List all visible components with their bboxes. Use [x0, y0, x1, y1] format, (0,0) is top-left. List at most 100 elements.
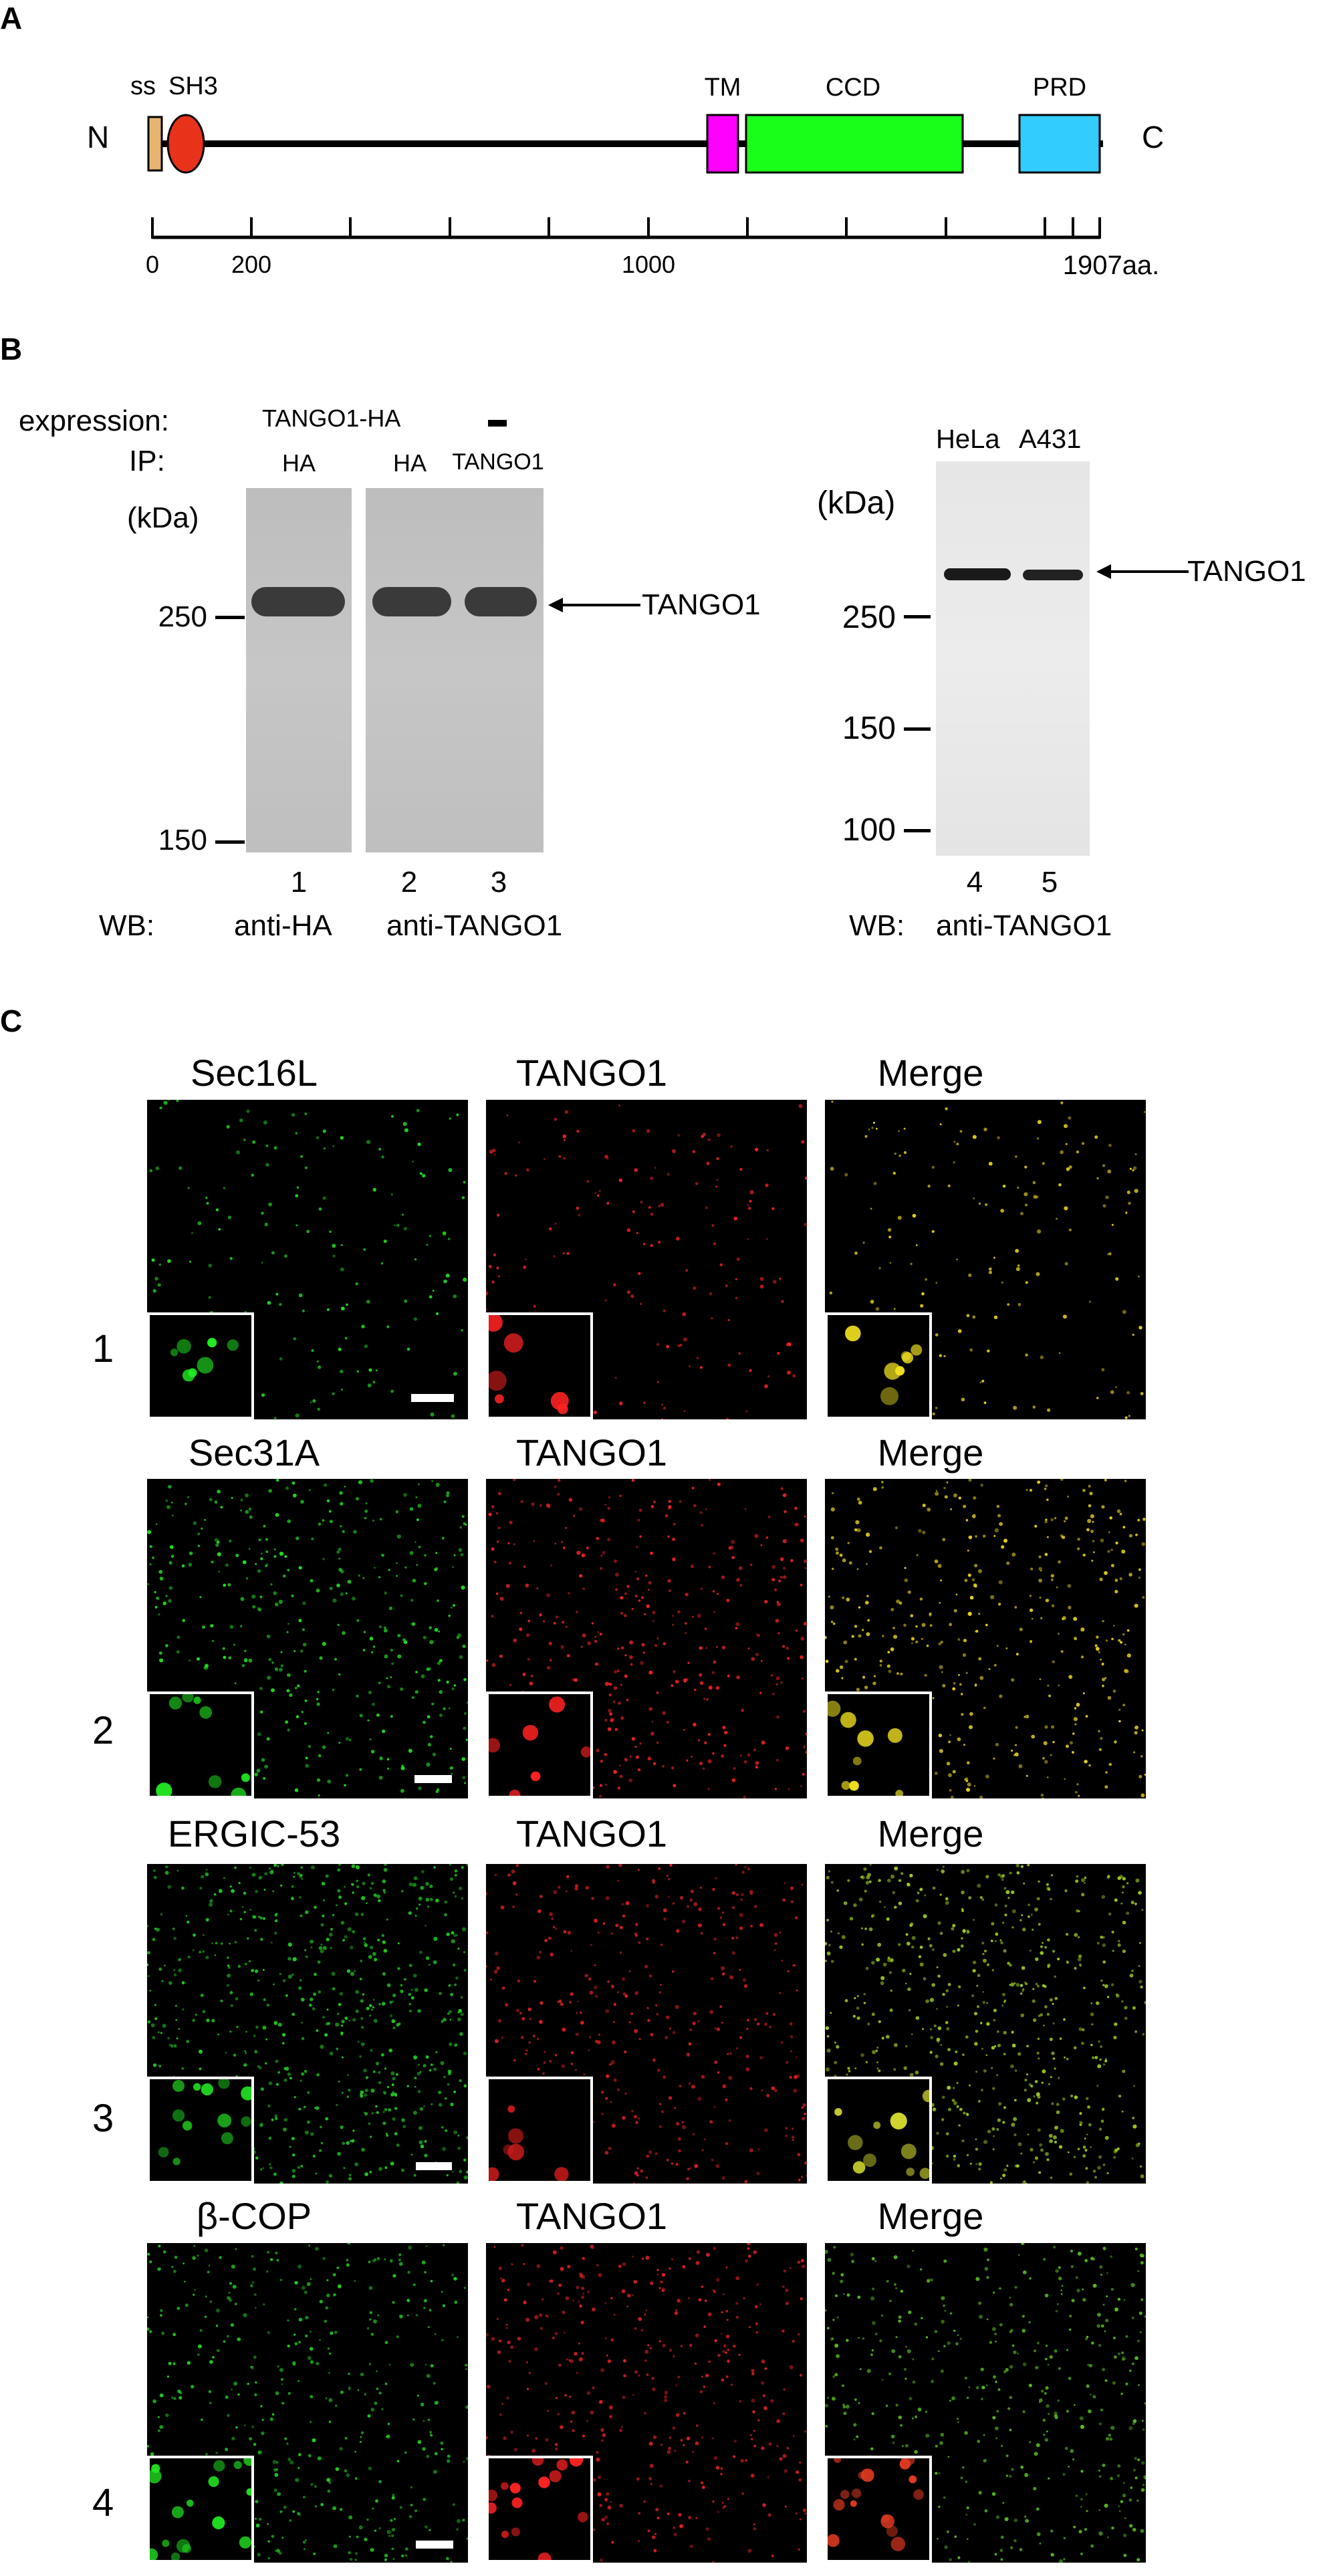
fluorescence-punctum [624, 1674, 628, 1678]
fluorescence-punctum [957, 1329, 962, 1333]
fluorescence-punctum [560, 2425, 564, 2430]
fluorescence-punctum [607, 1727, 612, 1732]
fluorescence-punctum [1107, 1550, 1110, 1553]
fluorescence-punctum [1031, 1734, 1036, 1739]
fluorescence-punctum [801, 2117, 806, 2121]
fluorescence-punctum [1110, 2476, 1114, 2480]
fluorescence-punctum [344, 1885, 346, 1888]
fluorescence-punctum [660, 1984, 662, 1986]
fluorescence-punctum [660, 1203, 665, 1207]
fluorescence-punctum [912, 2358, 915, 2361]
fluorescence-punctum [649, 1974, 652, 1978]
fluorescence-punctum [601, 2439, 604, 2442]
fluorescence-punctum [1039, 2398, 1043, 2402]
fluorescence-punctum [412, 1161, 414, 1163]
fluorescence-punctum [1001, 2004, 1004, 2007]
fluorescence-punctum [398, 2022, 401, 2026]
fluorescence-punctum [1097, 2165, 1101, 2170]
fluorescence-punctum [1058, 1560, 1061, 1564]
fluorescence-punctum [373, 1998, 375, 2001]
fluorescence-punctum [675, 2121, 680, 2126]
fluorescence-punctum [759, 1284, 764, 1289]
fluorescence-punctum [169, 1545, 174, 1549]
fluorescence-punctum [775, 1758, 779, 1762]
fluorescence-punctum [667, 2512, 670, 2515]
fluorescence-punctum [1089, 1492, 1093, 1496]
fluorescence-punctum [1036, 1897, 1040, 1901]
fluorescence-punctum [1126, 1391, 1130, 1395]
fluorescence-punctum [931, 2379, 935, 2383]
fluorescence-punctum [319, 1656, 323, 1660]
fluorescence-punctum [725, 2351, 727, 2354]
fluorescence-punctum [1054, 1517, 1057, 1520]
fluorescence-punctum [864, 1135, 868, 1138]
fluorescence-punctum [430, 1412, 435, 1417]
fluorescence-punctum [685, 2460, 689, 2464]
fluorescence-punctum [741, 2492, 744, 2495]
fluorescence-punctum [265, 1538, 268, 1541]
fluorescence-punctum [225, 1563, 229, 1567]
fluorescence-punctum [991, 2492, 996, 2496]
fluorescence-punctum [864, 1685, 868, 1689]
fluorescence-punctum [1119, 1875, 1123, 1879]
fluorescence-punctum [731, 1540, 735, 1544]
fluorescence-punctum [1098, 2469, 1100, 2472]
fluorescence-punctum [579, 2304, 582, 2308]
fluorescence-punctum [279, 1551, 284, 1556]
fluorescence-punctum [274, 1919, 278, 1923]
fluorescence-punctum [325, 2397, 328, 2399]
fluorescence-punctum [359, 2055, 362, 2058]
fluorescence-punctum [1111, 1637, 1114, 1641]
fluorescence-punctum [455, 1976, 459, 1980]
fluorescence-punctum [640, 2169, 644, 2173]
fluorescence-punctum [984, 1950, 987, 1953]
micrograph-r4-merge [825, 2243, 1146, 2563]
fluorescence-punctum [326, 2293, 330, 2298]
fluorescence-punctum [826, 1875, 830, 1879]
fluorescence-punctum [830, 1167, 834, 1171]
fluorescence-punctum [423, 2064, 427, 2068]
fluorescence-punctum [1124, 1643, 1126, 1646]
blot-lane-1 [246, 488, 352, 852]
fluorescence-punctum [257, 1607, 261, 1611]
fluorescence-punctum [995, 1940, 997, 1942]
fluorescence-punctum [648, 1670, 653, 1675]
micrograph-r4-green [147, 2243, 468, 2563]
fluorescence-punctum [719, 2005, 723, 2008]
fluorescence-punctum [1055, 2269, 1059, 2273]
fluorescence-punctum [672, 1149, 676, 1153]
fluorescence-punctum [1104, 2330, 1106, 2333]
domain-label-sh3: SH3 [168, 72, 218, 100]
fluorescence-punctum [331, 1972, 336, 1976]
fluorescence-punctum [776, 1602, 781, 1607]
fluorescence-punctum [273, 1983, 275, 1986]
fluorescence-punctum [298, 1566, 302, 1570]
fluorescence-punctum [433, 2470, 437, 2474]
fluorescence-punctum [321, 1881, 326, 1886]
fluorescence-punctum [550, 1659, 552, 1661]
fluorescence-punctum [836, 2354, 840, 2359]
fluorescence-punctum [733, 2440, 737, 2443]
fluorescence-punctum [725, 2142, 729, 2145]
fluorescence-punctum [1067, 1496, 1070, 1498]
fluorescence-punctum [1011, 1909, 1016, 1913]
fluorescence-punctum [1134, 1731, 1138, 1735]
fluorescence-punctum [286, 1689, 290, 1693]
fluorescence-punctum [1068, 2466, 1070, 2468]
fluorescence-punctum [322, 1946, 327, 1950]
fluorescence-punctum [1108, 1762, 1112, 1766]
inset-r3-red [486, 2077, 593, 2184]
fluorescence-punctum [852, 2488, 862, 2498]
fluorescence-punctum [280, 1651, 283, 1653]
fluorescence-punctum [602, 1922, 606, 1925]
fluorescence-punctum [1141, 1542, 1146, 1546]
fluorescence-punctum [440, 2061, 445, 2065]
fluorescence-punctum [700, 1931, 703, 1935]
fluorescence-punctum [964, 1778, 967, 1781]
fluorescence-punctum [651, 2535, 656, 2539]
fluorescence-punctum [866, 2369, 871, 2373]
marker-dash-250-right [904, 615, 931, 618]
fluorescence-punctum [981, 2397, 983, 2401]
fluorescence-punctum [1011, 1678, 1015, 1682]
fluorescence-punctum [167, 1885, 171, 1889]
